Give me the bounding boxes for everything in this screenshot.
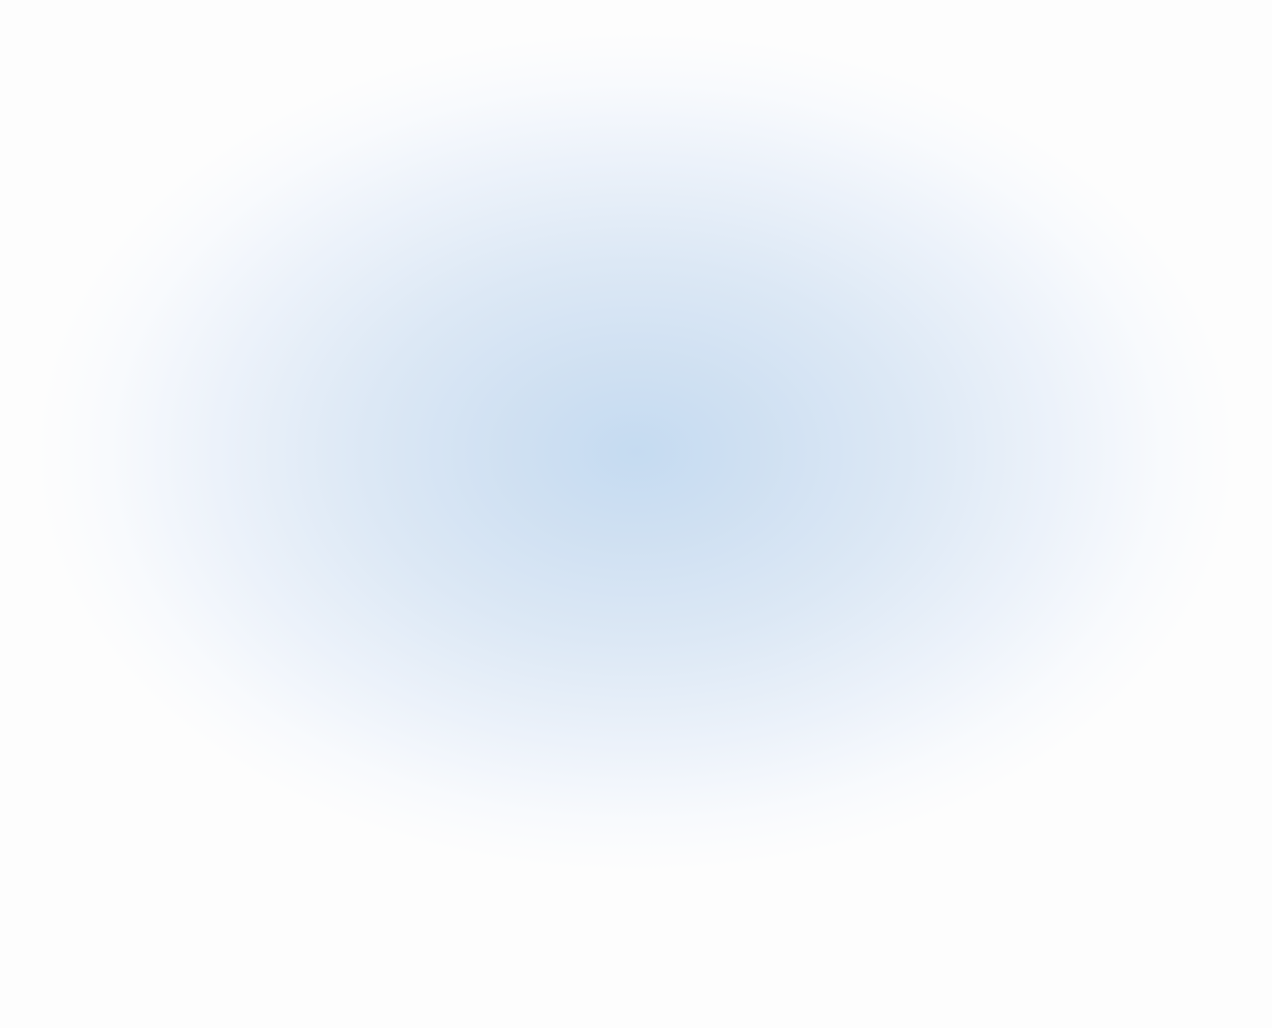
gradient-backdrop [0,0,1272,1028]
